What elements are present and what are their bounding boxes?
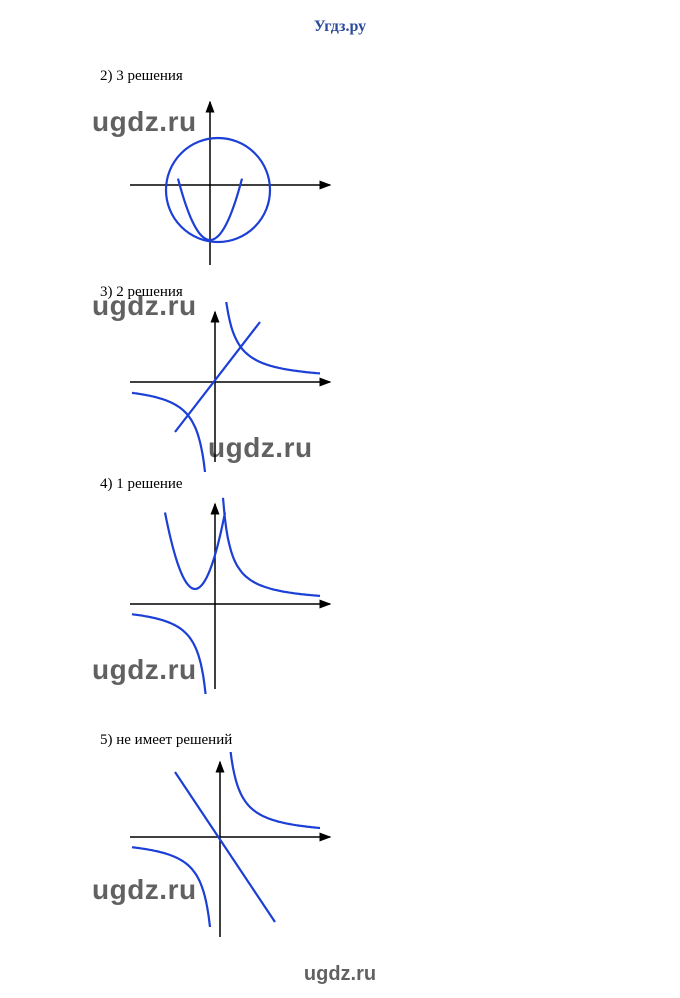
graph-5 [120,752,340,952]
section-2-label: 2) 3 решения [100,68,183,85]
graph-3 [120,302,340,472]
section-5-label: 5) не имеет решений [100,732,232,749]
section-3-label: 3) 2 решения [100,284,183,301]
section-4-label: 4) 1 решение [100,476,183,493]
page-header: Угдз.ру [0,0,680,36]
graph-2 [120,90,340,270]
footer-watermark: ugdz.ru [0,963,680,986]
graph-4 [120,494,340,694]
